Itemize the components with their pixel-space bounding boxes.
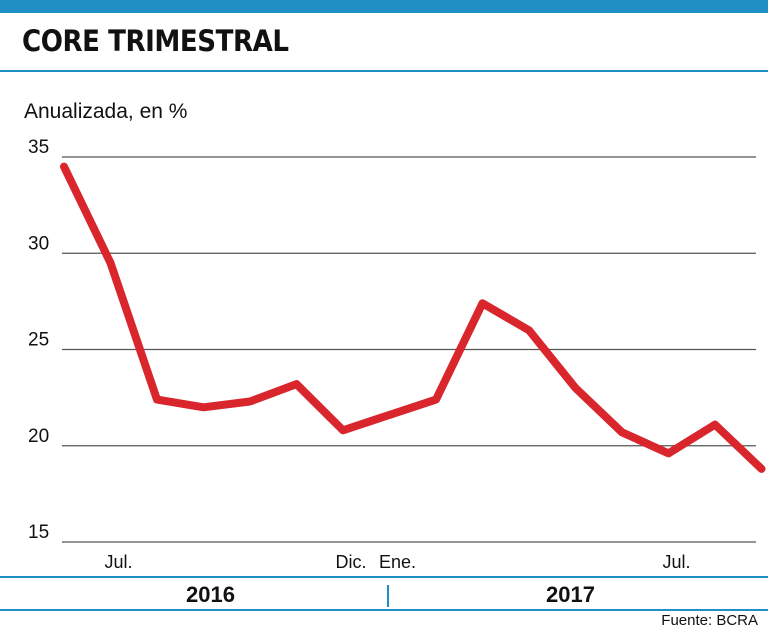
y-axis-unit-label: Anualizada, en % — [24, 100, 188, 123]
grid-lines — [62, 156, 756, 543]
top-accent-bar — [0, 0, 768, 13]
data-point — [156, 398, 158, 401]
source-note: Fuente: BCRA — [661, 612, 758, 629]
x-tick-label: Ene. — [379, 552, 416, 572]
data-point — [667, 452, 670, 455]
year-label-2017: 2017 — [546, 582, 595, 607]
data-point — [481, 302, 484, 305]
data-point — [109, 261, 112, 264]
y-tick-label: 30 — [28, 233, 49, 254]
data-point — [342, 429, 344, 432]
series-line-group — [60, 162, 766, 473]
x-tick-labels: Jul. Dic. Ene. Jul. — [104, 552, 690, 572]
series-line-0 — [60, 162, 766, 473]
data-point — [388, 413, 391, 416]
title-rule — [0, 70, 768, 72]
axis-bottom-rule — [0, 576, 768, 578]
data-point — [760, 467, 763, 470]
data-point — [63, 165, 65, 168]
x-tick-label: Dic. — [336, 552, 367, 572]
y-tick-label: 20 — [28, 426, 49, 447]
x-tick-label: Jul. — [104, 552, 132, 572]
data-point — [295, 383, 298, 386]
data-point — [621, 431, 623, 434]
data-point — [528, 329, 530, 332]
year-label-2016: 2016 — [186, 582, 235, 607]
y-tick-label: 15 — [28, 522, 49, 543]
y-tick-label: 35 — [28, 137, 49, 158]
chart-title: CORE TRIMESTRAL — [22, 24, 289, 58]
data-point — [202, 406, 205, 409]
data-point — [574, 387, 577, 389]
footer-rule — [0, 609, 768, 611]
year-separator — [387, 585, 389, 607]
y-tick-labels: 15 20 25 30 35 — [28, 137, 49, 543]
y-tick-label: 25 — [28, 330, 49, 351]
data-point — [249, 400, 251, 403]
data-point — [435, 398, 437, 401]
x-tick-label: Jul. — [662, 552, 690, 572]
data-point — [714, 423, 716, 426]
